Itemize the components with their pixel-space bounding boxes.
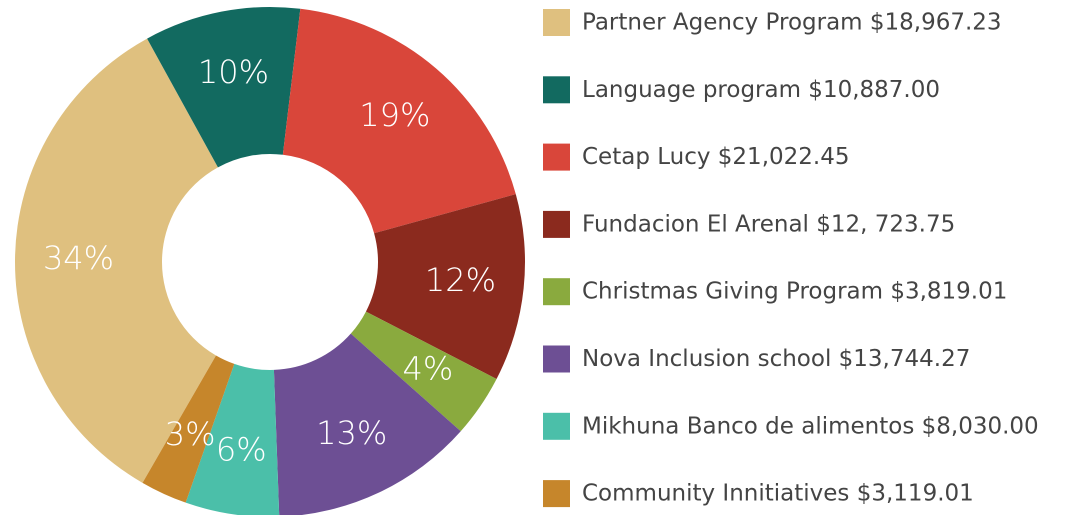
pie-slice [282, 8, 516, 234]
pie-slice [273, 333, 461, 515]
legend-label: Fundacion El Arenal $12, 723.75 [582, 211, 955, 237]
pie-slice [142, 355, 235, 503]
slice-label: 10% [198, 53, 269, 91]
legend-label: Christmas Giving Program $3,819.01 [582, 279, 1007, 305]
legend-label: Language program $10,887.00 [582, 77, 940, 103]
legend-swatch [543, 210, 570, 238]
slice-label: 3% [165, 415, 216, 453]
pie-slice [365, 194, 525, 380]
legend-swatch [543, 345, 570, 373]
slice-label: 19% [359, 96, 430, 134]
legend-label: Mikhuna Banco de alimentos $8,030.00 [582, 413, 1039, 439]
slice-label: 4% [403, 349, 454, 387]
legend-swatch [543, 278, 570, 306]
legend-label: Community Innitiatives $3,119.01 [582, 481, 974, 507]
legend-swatch [543, 9, 570, 36]
legend-label: Cetap Lucy $21,022.45 [582, 144, 849, 170]
slice-label: 34% [43, 239, 114, 277]
legend-swatch [543, 480, 570, 508]
slice-label: 13% [316, 414, 387, 452]
pie-slice [350, 311, 497, 432]
slice-label: 6% [216, 430, 267, 468]
legend-swatch [543, 143, 570, 171]
pie-slice [147, 7, 301, 168]
pie-slice [185, 363, 280, 515]
legend-label: Partner Agency Program $18,967.23 [582, 10, 1002, 36]
legend-swatch [543, 76, 570, 104]
legend-label: Nova Inclusion school $13,744.27 [582, 346, 970, 372]
pie-slice [14, 38, 218, 483]
legend-swatch [543, 412, 570, 440]
slice-label: 12% [425, 261, 496, 299]
